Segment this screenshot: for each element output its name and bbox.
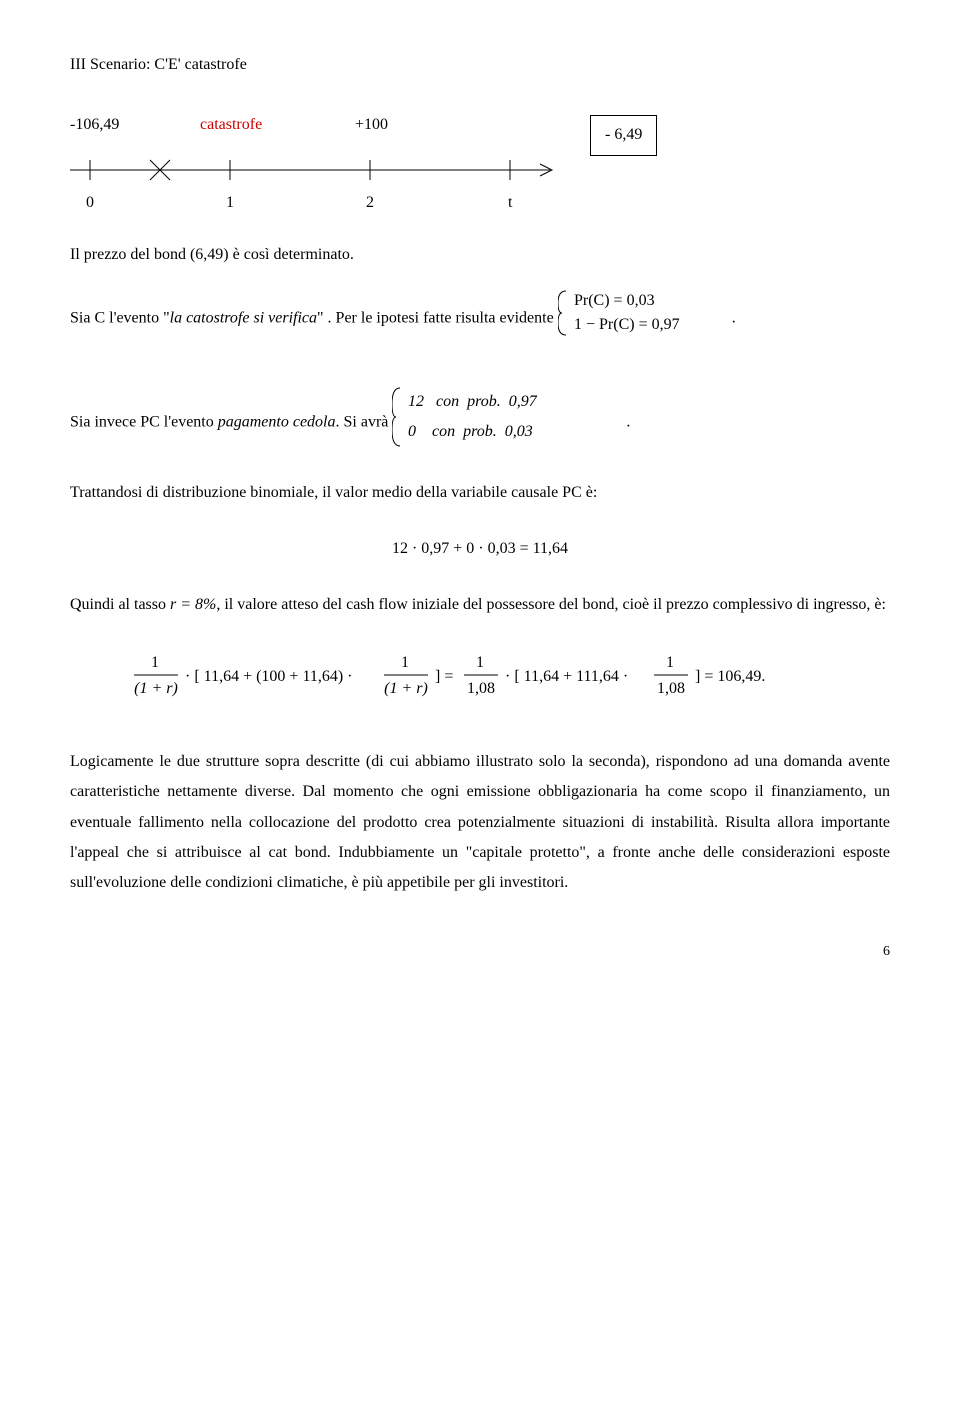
- p2-text-b: . Per le ipotesi fatte risulta evidente: [324, 309, 558, 326]
- eq-pr-system: Pr(C) = 0,03 1 − Pr(C) = 0,97: [558, 285, 728, 352]
- p5-italic: r = 8%: [170, 596, 216, 613]
- eq-price-formula: 1 (1 + r) · [ 11,64 + (100 + 11,64) · 1 …: [70, 647, 890, 707]
- svg-text:] = 106,49.: ] = 106,49.: [695, 668, 765, 685]
- svg-text:· [ 11,64 + 111,64 ·: · [ 11,64 + 111,64 ·: [505, 668, 628, 685]
- timeline-axis: [70, 150, 570, 190]
- timeline-diagram: -106,49 catastrofe +100 - 6,49 0 1 2 t: [70, 110, 890, 210]
- para-1: Il prezzo del bond (6,49) è così determi…: [70, 240, 890, 270]
- eq-expected-value: 12 · 0,97 + 0 · 0,03 = 11,64: [70, 534, 890, 564]
- p2-text-a: Sia C l'evento: [70, 309, 163, 326]
- para-3: Sia invece PC l'evento pagamento cedola.…: [70, 382, 890, 463]
- eq1-bot: 1 − Pr(C) = 0,97: [574, 316, 680, 333]
- eq-pc-system: 12 con prob. 0,97 0 con prob. 0,03: [392, 382, 622, 463]
- eq2-bot: 0 con prob. 0,03: [408, 423, 533, 440]
- p3-text-a: Sia invece PC l'evento: [70, 414, 218, 431]
- scenario-title: III Scenario: C'E' catastrofe: [70, 50, 890, 80]
- p3-italic: pagamento cedola: [218, 414, 336, 431]
- para-2: Sia C l'evento "la catostrofe si verific…: [70, 285, 890, 352]
- svg-text:(1 + r): (1 + r): [134, 680, 178, 697]
- p5-text-b: , il valore atteso del cash flow inizial…: [216, 596, 886, 613]
- tl-result-box: - 6,49: [590, 115, 657, 155]
- svg-text:1: 1: [401, 654, 409, 671]
- svg-text:· [ 11,64 + (100 + 11,64) ·: · [ 11,64 + (100 + 11,64) ·: [185, 668, 353, 685]
- eq2-top: 12 con prob. 0,97: [408, 393, 538, 410]
- eq1-top: Pr(C) = 0,03: [574, 292, 655, 309]
- svg-text:1,08: 1,08: [657, 680, 685, 697]
- svg-text:1,08: 1,08: [467, 680, 495, 697]
- p3-text-b: . Si avrà: [336, 414, 393, 431]
- svg-text:(1 + r): (1 + r): [384, 680, 428, 697]
- tl-tick-t: t: [508, 188, 512, 218]
- p2-italic: la catostrofe si verifica: [170, 309, 317, 326]
- tl-left-value: -106,49: [70, 110, 119, 140]
- svg-text:1: 1: [476, 654, 484, 671]
- p5-text-a: Quindi al tasso: [70, 596, 170, 613]
- tl-tick-2: 2: [366, 188, 374, 218]
- svg-text:] =: ] =: [435, 668, 453, 685]
- tl-tick-0: 0: [86, 188, 94, 218]
- para-5: Quindi al tasso r = 8%, il valore atteso…: [70, 590, 890, 620]
- svg-text:1: 1: [666, 654, 674, 671]
- para-6: Logicamente le due strutture sopra descr…: [70, 747, 890, 899]
- page-number: 6: [70, 939, 890, 966]
- tl-tick-1: 1: [226, 188, 234, 218]
- tl-catastrofe-label: catastrofe: [200, 110, 262, 140]
- para-4: Trattandosi di distribuzione binomiale, …: [70, 478, 890, 508]
- svg-text:1: 1: [151, 654, 159, 671]
- tl-right-value: +100: [355, 110, 388, 140]
